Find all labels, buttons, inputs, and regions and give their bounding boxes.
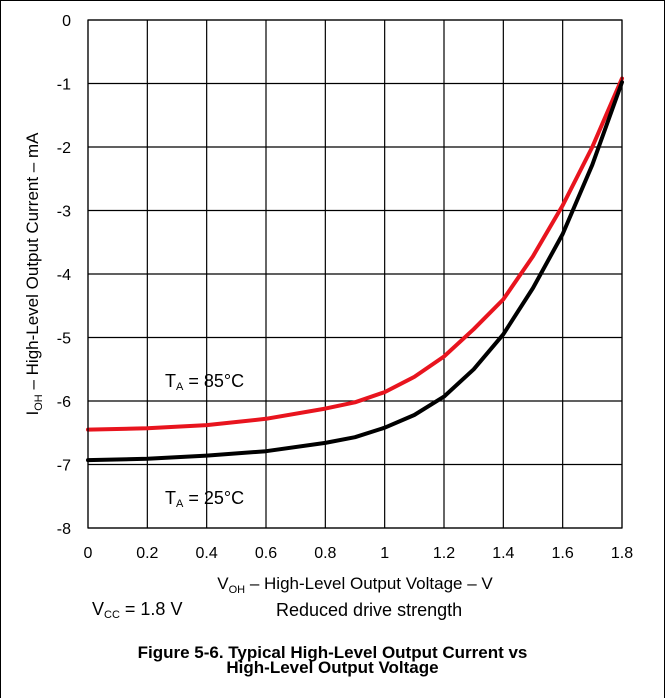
x-axis-label: VOH – High-Level Output Voltage – V [217, 574, 493, 596]
x-tick-label: 1.2 [433, 545, 455, 562]
y-tick-label: -5 [57, 331, 71, 348]
x-tick-labels: 0 0.2 0.4 0.6 0.8 1 1.2 1.4 1.6 1.8 [84, 545, 634, 562]
y-axis-label: IOH – High-Level Output Current – mA [23, 132, 45, 416]
label-ta-85: TA = 85°C [165, 371, 245, 393]
y-tick-label: -7 [57, 458, 71, 475]
label-vcc: VCC = 1.8 V [92, 599, 183, 621]
figure-caption: Figure 5-6. Typical High-Level Output Cu… [0, 643, 665, 677]
y-tick-label: -4 [57, 267, 71, 284]
caption-line-2: High-Level Output Voltage [226, 658, 439, 677]
y-tick-label: -8 [57, 521, 71, 538]
y-tick-label: 0 [62, 13, 71, 30]
series-line-25c [86, 80, 624, 463]
x-tick-label: 0.4 [196, 545, 218, 562]
series-layer [86, 76, 624, 463]
x-tick-label: 1.4 [492, 545, 514, 562]
x-tick-label: 1 [380, 545, 389, 562]
label-drive-strength: Reduced drive strength [276, 600, 463, 620]
series-line-85c [86, 76, 624, 432]
y-tick-label: -3 [57, 204, 71, 221]
x-tick-label: 0 [84, 545, 93, 562]
y-tick-labels: 0 -1 -2 -3 -4 -5 -6 -7 -8 [57, 13, 71, 538]
y-tick-label: -1 [57, 77, 71, 94]
chart: 0 0.2 0.4 0.6 0.8 1 1.2 1.4 1.6 1.8 0 -1 -2 -3 -4 -5 -6… [23, 13, 634, 596]
y-tick-label: -2 [57, 140, 71, 157]
plot-border [87, 19, 623, 529]
x-tick-label: 0.2 [136, 545, 158, 562]
caption-line-1: Figure 5-6. Typical High-Level Output Cu… [137, 643, 528, 662]
x-tick-label: 1.6 [552, 545, 574, 562]
label-ta-25: TA = 25°C [165, 488, 245, 510]
x-tick-label: 0.6 [255, 545, 277, 562]
x-tick-label: 0.8 [314, 545, 336, 562]
x-tick-label: 1.8 [611, 545, 633, 562]
y-tick-label: -6 [57, 394, 71, 411]
